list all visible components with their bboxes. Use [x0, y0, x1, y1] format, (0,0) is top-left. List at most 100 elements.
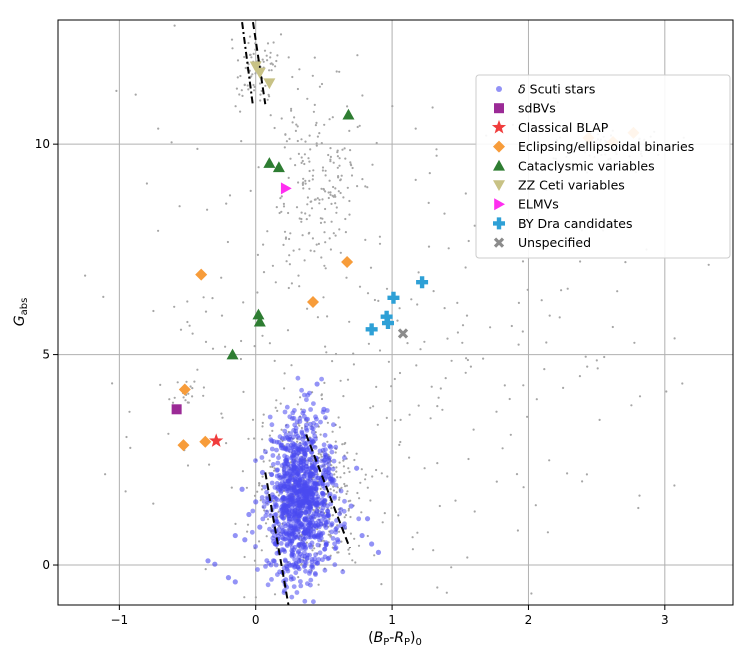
background-star: [332, 161, 335, 164]
classical-blap-point: [209, 433, 224, 447]
background-star: [301, 183, 304, 186]
background-star: [344, 441, 347, 445]
delta-scuti-point: [332, 541, 337, 547]
background-star: [348, 552, 351, 556]
delta-scuti-point: [305, 581, 310, 586]
delta-scuti-point: [285, 470, 290, 476]
delta-scuti-point: [316, 557, 322, 562]
background-star: [320, 394, 323, 397]
background-star: [268, 434, 271, 437]
delta-scuti-point: [289, 531, 295, 537]
background-star: [274, 281, 277, 284]
delta-scuti-point: [270, 453, 276, 458]
background-star: [291, 75, 294, 79]
delta-scuti-point: [297, 480, 302, 486]
background-star: [304, 179, 307, 182]
delta-scuti-point: [284, 488, 290, 494]
x-tick-label: 3: [661, 613, 669, 627]
delta-scuti-point: [311, 514, 317, 520]
delta-scuti-point: [319, 501, 324, 507]
delta-scuti-point: [305, 530, 311, 536]
background-star: [152, 502, 155, 505]
background-star: [446, 337, 449, 340]
background-star: [300, 426, 303, 430]
delta-scuti-point: [299, 521, 305, 527]
background-star: [364, 238, 367, 241]
y-tick-label: 10: [35, 137, 50, 151]
delta-scuti-point: [300, 410, 306, 416]
delta-scuti-point: [274, 504, 279, 509]
background-star: [167, 432, 170, 435]
background-star: [259, 93, 262, 96]
background-star: [305, 218, 308, 221]
background-star: [241, 470, 244, 473]
background-star: [336, 151, 339, 154]
background-star: [246, 84, 249, 87]
background-star: [302, 187, 305, 190]
delta-scuti-point: [338, 507, 344, 512]
delta-scuti-point: [306, 478, 311, 484]
background-star: [321, 169, 324, 172]
legend-marker-zz-ceti-variables: [493, 180, 505, 191]
background-star: [254, 48, 257, 51]
background-star: [159, 383, 162, 386]
background-star: [295, 123, 298, 126]
delta-scuti-point: [312, 556, 318, 562]
background-star: [324, 174, 327, 177]
delta-scuti-point: [304, 422, 309, 428]
background-star: [338, 228, 341, 231]
background-star: [313, 103, 316, 106]
background-star: [264, 522, 268, 525]
delta-scuti-point: [275, 460, 281, 466]
background-star: [242, 301, 245, 304]
background-star: [332, 489, 335, 492]
background-star: [283, 387, 286, 390]
background-star: [300, 138, 303, 141]
background-star: [357, 544, 361, 547]
background-star: [204, 340, 208, 343]
background-star: [299, 396, 302, 399]
background-star: [220, 276, 223, 279]
delta-scuti-point: [325, 513, 331, 518]
background-star: [443, 212, 446, 215]
background-star: [364, 185, 367, 188]
delta-scuti-point: [276, 455, 281, 461]
delta-scuti-point: [232, 579, 238, 585]
background-star: [323, 381, 326, 384]
delta-scuti-point: [313, 468, 319, 474]
background-star: [321, 198, 324, 201]
background-star: [366, 534, 369, 538]
delta-scuti-point: [302, 451, 308, 457]
background-star: [308, 214, 311, 217]
delta-scuti-point: [323, 540, 329, 546]
delta-scuti-point: [322, 546, 328, 552]
background-star: [254, 596, 257, 599]
background-star: [274, 65, 277, 68]
background-star: [196, 147, 199, 150]
delta-scuti-point: [268, 437, 274, 442]
delta-scuti-point: [354, 465, 360, 471]
delta-scuti-point: [307, 505, 312, 511]
background-star: [522, 384, 525, 387]
y-axis-label: Gabs: [12, 298, 30, 327]
unspecified-point: [397, 328, 409, 339]
background-star: [579, 260, 582, 263]
cataclysmic-variables-point: [342, 108, 355, 120]
background-star: [268, 69, 271, 72]
delta-scuti-point: [307, 571, 312, 576]
delta-scuti-point: [323, 452, 329, 458]
background-star: [356, 491, 359, 495]
background-star: [349, 515, 352, 519]
background-star: [282, 243, 285, 246]
background-star: [311, 178, 314, 181]
background-star: [191, 387, 194, 390]
background-star: [347, 509, 350, 512]
delta-scuti-point: [318, 522, 324, 527]
x-axis-label: (BP-RP)0: [368, 630, 422, 648]
zz-ceti-variables-point: [249, 61, 262, 73]
background-star: [389, 400, 392, 403]
delta-scuti-point: [307, 542, 313, 548]
background-star: [254, 72, 257, 75]
delta-scuti-point: [275, 572, 280, 577]
delta-scuti-point: [274, 439, 280, 445]
